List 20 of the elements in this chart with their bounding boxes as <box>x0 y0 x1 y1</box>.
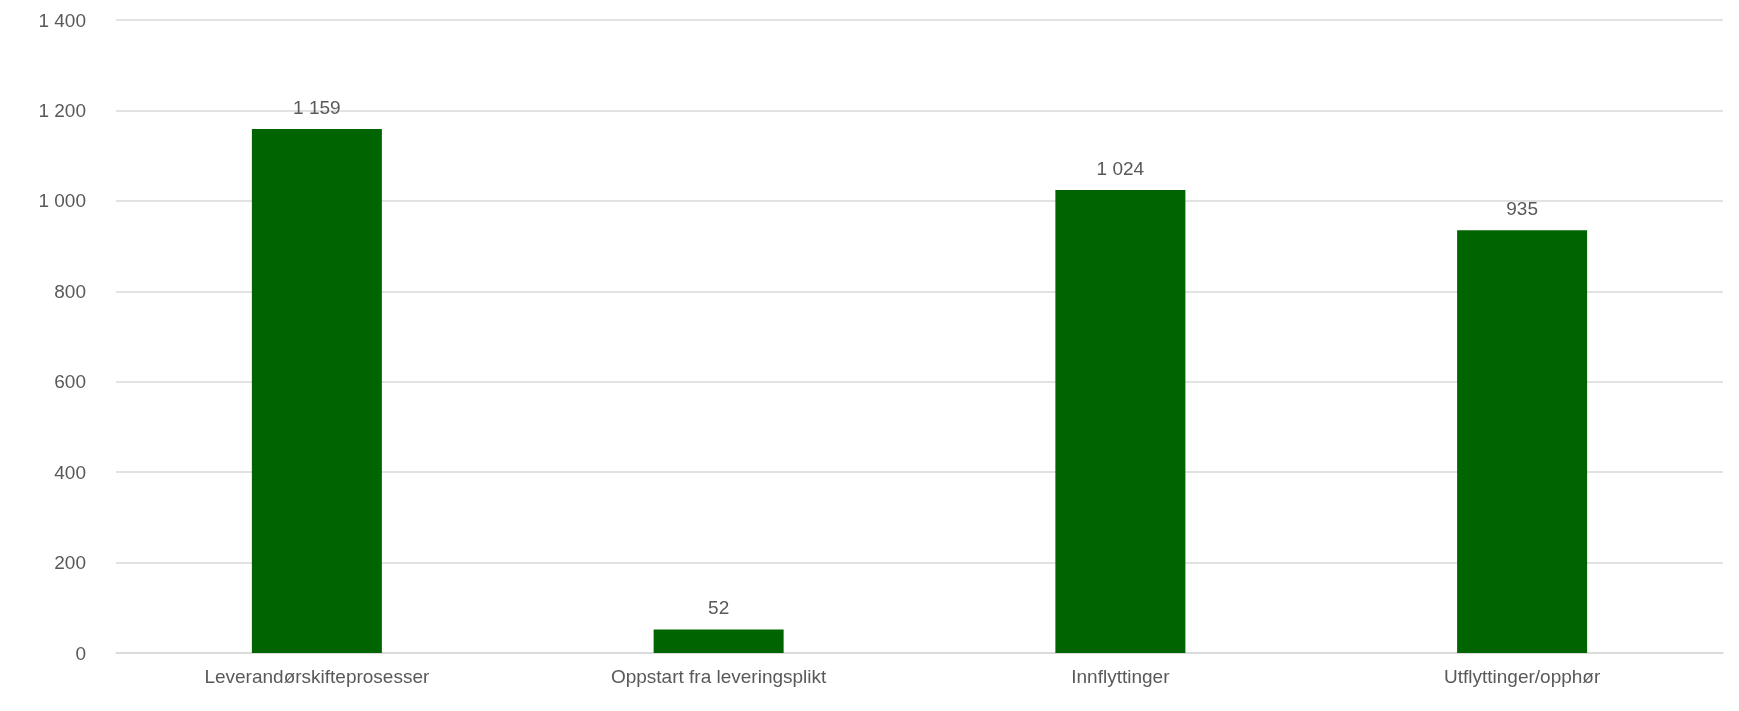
y-tick-label: 0 <box>75 642 86 664</box>
x-tick-label: Utflyttinger/opphør <box>1443 666 1601 687</box>
x-tick-label: Oppstart fra leveringsplikt <box>610 666 828 687</box>
bar <box>653 629 784 653</box>
y-tick-label: 1 200 <box>38 99 86 121</box>
y-tick-label: 200 <box>54 552 86 574</box>
y-tick-label: 1 400 <box>38 9 86 31</box>
y-tick-label: 800 <box>54 280 86 302</box>
data-label: 935 <box>1506 198 1538 220</box>
y-tick-label: 400 <box>54 461 86 483</box>
bar <box>251 128 382 653</box>
x-tick-label: Leverandørskifteprosesser <box>204 666 431 687</box>
y-tick-label: 1 000 <box>38 190 86 212</box>
data-label: 52 <box>708 597 730 619</box>
x-tick-label: Innflyttinger <box>1071 666 1171 687</box>
y-tick-label: 600 <box>54 371 86 393</box>
data-label: 1 159 <box>293 96 341 118</box>
bar <box>1457 230 1588 653</box>
bar <box>1055 190 1186 653</box>
data-label: 1 024 <box>1096 158 1145 180</box>
